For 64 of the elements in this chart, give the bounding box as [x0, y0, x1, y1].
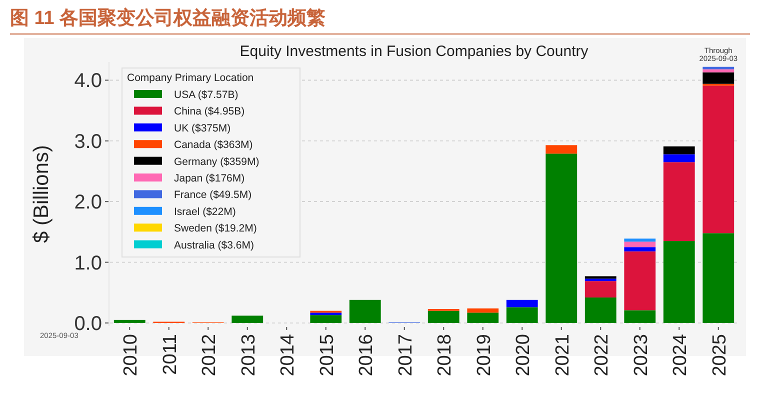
bar	[114, 320, 146, 323]
x-tick-label: 2016	[356, 334, 378, 376]
bar	[506, 300, 538, 308]
y-tick-label: 4.0	[74, 70, 102, 92]
bar	[702, 72, 734, 84]
y-axis-title: $ (Billions)	[30, 144, 53, 244]
legend-label: Germany ($359M)	[174, 156, 260, 168]
bar	[663, 146, 695, 154]
y-tick-label: 1.0	[74, 252, 102, 274]
x-tick-label: 2023	[630, 334, 652, 376]
x-tick-label: 2024	[670, 334, 692, 376]
bar	[428, 310, 460, 323]
bar	[663, 162, 695, 242]
bar	[702, 66, 734, 70]
x-tick-label: 2013	[238, 334, 260, 376]
bar	[584, 281, 616, 298]
legend-label: Australia ($3.6M)	[174, 239, 254, 252]
y-tick-label: 2.0	[74, 192, 102, 214]
x-tick-label: 2017	[395, 334, 416, 376]
bar	[310, 312, 342, 316]
bar	[624, 251, 656, 310]
legend-label: Israel ($22M)	[174, 206, 236, 218]
x-tick-label: 2019	[474, 334, 495, 376]
bar	[702, 69, 734, 72]
bar	[663, 241, 695, 323]
x-tick-label: 2014	[278, 334, 299, 376]
legend-label: Japan ($176M)	[174, 172, 245, 184]
legend-label: UK ($375M)	[174, 122, 231, 134]
bar	[349, 300, 381, 323]
legend-label: Sweden ($19.2M)	[174, 222, 257, 235]
chart-subtitle: Equity Investments in Fusion Companies by Country	[240, 43, 589, 60]
bar	[624, 238, 656, 242]
x-tick-label: 2020	[513, 334, 534, 376]
bar	[546, 154, 578, 323]
bar	[310, 315, 342, 323]
x-tick-label: 2012	[199, 334, 220, 376]
legend-title: Company Primary Location	[127, 72, 254, 84]
x-tick-label: 2022	[592, 334, 613, 376]
bar	[584, 278, 616, 282]
bar	[624, 310, 656, 323]
bar	[546, 145, 578, 154]
bar	[584, 276, 616, 279]
x-tick-label: 2018	[434, 334, 456, 376]
bar	[467, 308, 499, 313]
bar	[702, 86, 734, 234]
chart-title: 图 11 各国聚变公司权益融资活动频繁	[10, 7, 326, 29]
bar	[663, 154, 695, 162]
x-tick-label: 2015	[316, 334, 338, 376]
x-tick-label: 2010	[120, 334, 142, 376]
bar	[506, 307, 538, 323]
legend-label: China ($4.95B)	[174, 106, 245, 118]
bar	[702, 233, 734, 323]
legend-label: USA ($7.57B)	[174, 89, 238, 101]
legend-label: France ($49.5M)	[174, 189, 252, 202]
bar	[584, 297, 616, 323]
x-tick-label: 2021	[552, 334, 574, 376]
bar	[232, 316, 264, 323]
bar	[624, 242, 656, 248]
bar	[467, 312, 499, 323]
y-tick-label: 3.0	[74, 130, 102, 153]
x-tick-label: 2025	[709, 334, 730, 376]
legend-label: Canada ($363M)	[174, 139, 253, 152]
x-tick-label: 2011	[160, 334, 181, 375]
bar	[624, 247, 656, 252]
